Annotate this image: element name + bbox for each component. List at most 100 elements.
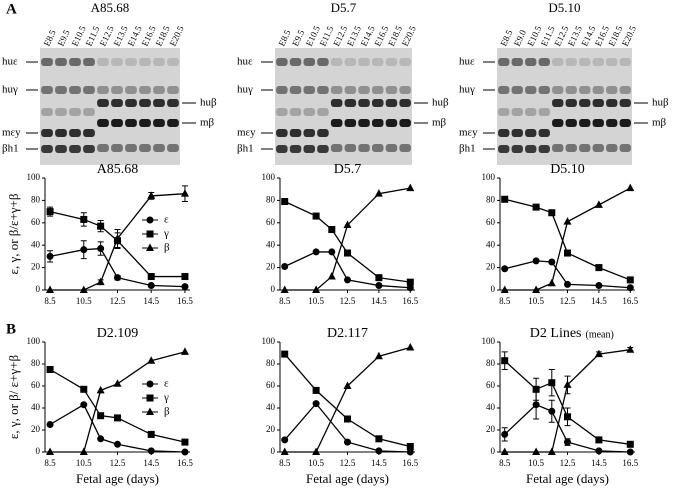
y-tick-label: 20 (486, 262, 496, 272)
gel-band (83, 145, 95, 153)
gel-band (139, 119, 151, 127)
band-label: βh1 (2, 143, 19, 155)
x-tick-label: 12.5 (110, 296, 126, 306)
data-point (147, 282, 155, 290)
y-tick-label: 40 (486, 239, 496, 249)
gel-band (592, 144, 604, 152)
series-line (284, 251, 411, 289)
band-label: βh1 (459, 143, 476, 155)
gel-band (371, 86, 384, 94)
gel-band (153, 86, 165, 94)
y-tick-label: 60 (266, 217, 276, 227)
y-tick-label: 80 (31, 194, 41, 204)
series-line (504, 187, 631, 291)
y-axis-label: ε, γ, or β/ε+γ+β (6, 193, 21, 274)
gel-band (41, 86, 53, 94)
chart-subtitle: (mean) (586, 329, 614, 340)
gel-band (385, 58, 398, 66)
gel-band (606, 58, 618, 66)
gel-band (344, 119, 357, 127)
data-point (46, 208, 54, 216)
data-point (626, 440, 634, 448)
y-tick-label: 20 (486, 424, 496, 434)
data-point (281, 350, 289, 358)
gel-band (317, 108, 329, 116)
band-label: βh1 (237, 143, 254, 155)
data-point (114, 440, 121, 448)
data-point (344, 249, 351, 257)
legend-marker (146, 407, 154, 415)
gel-band (125, 99, 137, 107)
data-point (501, 265, 509, 273)
x-axis-label: Fetal age (days) (76, 471, 159, 486)
gel-band (330, 99, 343, 107)
lane-label: E9.5 (290, 28, 306, 48)
gel-band (83, 129, 95, 137)
x-tick-label: 8.5 (44, 458, 56, 468)
data-point (343, 381, 352, 389)
band-label: huβ (652, 97, 669, 109)
gel-band (525, 86, 537, 94)
y-tick-label: 40 (266, 239, 276, 249)
y-tick-label: 60 (266, 380, 276, 390)
band-label: mεy (2, 127, 21, 139)
gel-band (139, 58, 151, 66)
data-point (375, 435, 383, 443)
data-point (532, 203, 540, 211)
y-tick-label: 0 (36, 446, 41, 456)
gel-band (511, 86, 523, 94)
legend-marker (146, 243, 154, 251)
y-tick-label: 0 (491, 284, 496, 294)
gel-band (289, 108, 302, 116)
gel-band (55, 108, 67, 116)
data-point (147, 356, 156, 364)
band-label: huε (2, 56, 18, 68)
band-label: huβ (432, 97, 449, 109)
gel-band (125, 119, 137, 127)
gel-band (289, 86, 302, 94)
gel-band (69, 108, 81, 116)
data-point (595, 436, 603, 444)
gel-band (303, 129, 316, 137)
y-tick-label: 0 (271, 284, 276, 294)
data-point (96, 385, 105, 394)
y-axis-label: ε, γ, or β/ ε+γ+β (6, 354, 21, 439)
data-point (626, 345, 635, 353)
lane-label: E20.5 (620, 24, 638, 48)
data-point (594, 349, 603, 358)
gel-band (276, 108, 288, 116)
band-label: huε (459, 56, 475, 68)
gel-band (139, 86, 151, 94)
series-line (504, 360, 631, 445)
data-point (564, 413, 571, 421)
gel-band (385, 119, 398, 127)
data-point (532, 401, 540, 409)
y-tick-label: 40 (31, 402, 41, 412)
data-point (312, 248, 320, 256)
gel-band (276, 86, 288, 94)
x-tick-label: 10.5 (308, 458, 324, 468)
gel-band (552, 86, 564, 94)
gel-band (330, 86, 343, 94)
gel-band (317, 145, 329, 153)
band-label: huγ (237, 84, 253, 96)
y-tick-label: 20 (31, 424, 41, 434)
data-point (406, 284, 414, 292)
legend-marker (146, 380, 154, 388)
data-point (147, 273, 155, 281)
gel-title: D5.7 (331, 0, 357, 15)
x-tick-label: 8.5 (279, 296, 291, 306)
chart-title: D2.109 (97, 326, 139, 341)
gel-band (344, 144, 357, 152)
data-point (532, 385, 540, 393)
gel-band (552, 119, 564, 127)
gel-band (317, 129, 329, 137)
data-point (501, 195, 509, 203)
data-point (532, 285, 541, 293)
data-point (563, 217, 572, 225)
chart-title: A85.68 (97, 162, 139, 177)
data-point (548, 258, 556, 266)
gel-band (317, 86, 329, 94)
data-point (181, 273, 189, 281)
data-point (375, 282, 383, 290)
